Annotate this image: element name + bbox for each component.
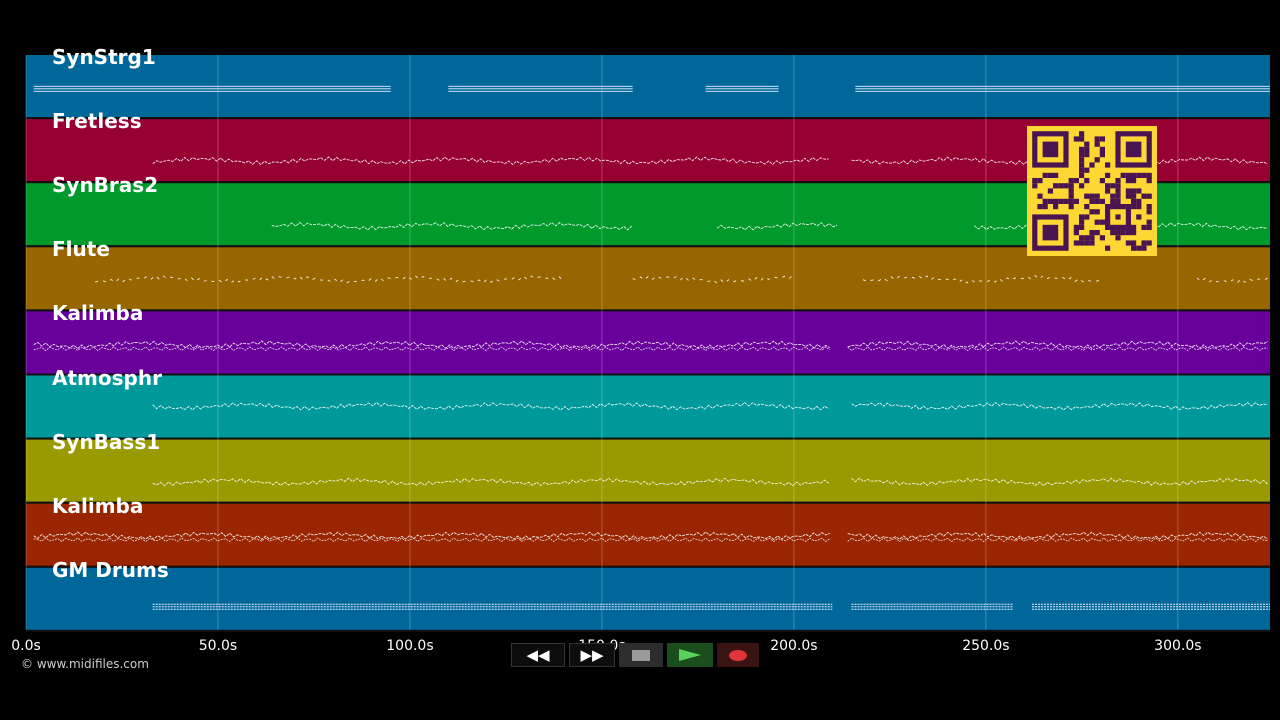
track-lane [26,567,1270,630]
rewind-icon: ◀◀ [526,646,550,664]
track-label: SynStrg1 [52,45,156,69]
rewind-button[interactable]: ◀◀ [511,643,565,667]
record-icon [729,649,747,661]
note-strip [94,274,1270,284]
transport-controls: ◀◀ ▶▶ [511,643,771,669]
track-label: SynBras2 [52,173,159,198]
track-lane [26,439,1270,502]
track-label: SynBass1 [52,429,161,454]
stop-button[interactable] [619,643,663,667]
copyright-text: © www.midifiles.com [21,657,149,671]
time-tick-label: 250.0s [962,638,1010,654]
track-lane [26,247,1270,310]
record-button[interactable] [717,643,759,667]
track-label: Kalimba [52,301,144,326]
note-strip [33,85,1270,92]
fast-forward-icon: ▶▶ [580,646,604,664]
track-lane [26,503,1270,566]
time-tick-label: 50.0s [198,638,238,654]
track-label: Kalimba [52,493,144,518]
track-label: Fretless [52,109,142,134]
play-button[interactable] [667,643,713,667]
qr-code-icon [1027,126,1157,256]
time-tick-label: 200.0s [770,638,818,654]
time-tick-label: 300.0s [1154,638,1202,654]
track-label: GM Drums [52,557,169,582]
track-lane [26,375,1270,438]
note-strip [152,477,1268,487]
play-icon [679,649,701,661]
note-strip [152,401,1268,411]
time-tick-label: 100.0s [386,638,434,654]
note-strip [33,340,1268,352]
stop-icon [632,649,650,661]
track-label: Flute [52,237,110,262]
time-tick-label: 0.0s [11,638,41,654]
fast-forward-button[interactable]: ▶▶ [569,643,615,667]
track-label: Atmosphr [52,365,162,390]
note-strip [271,221,1267,231]
note-strip [152,603,1270,610]
note-strip [33,531,1268,543]
